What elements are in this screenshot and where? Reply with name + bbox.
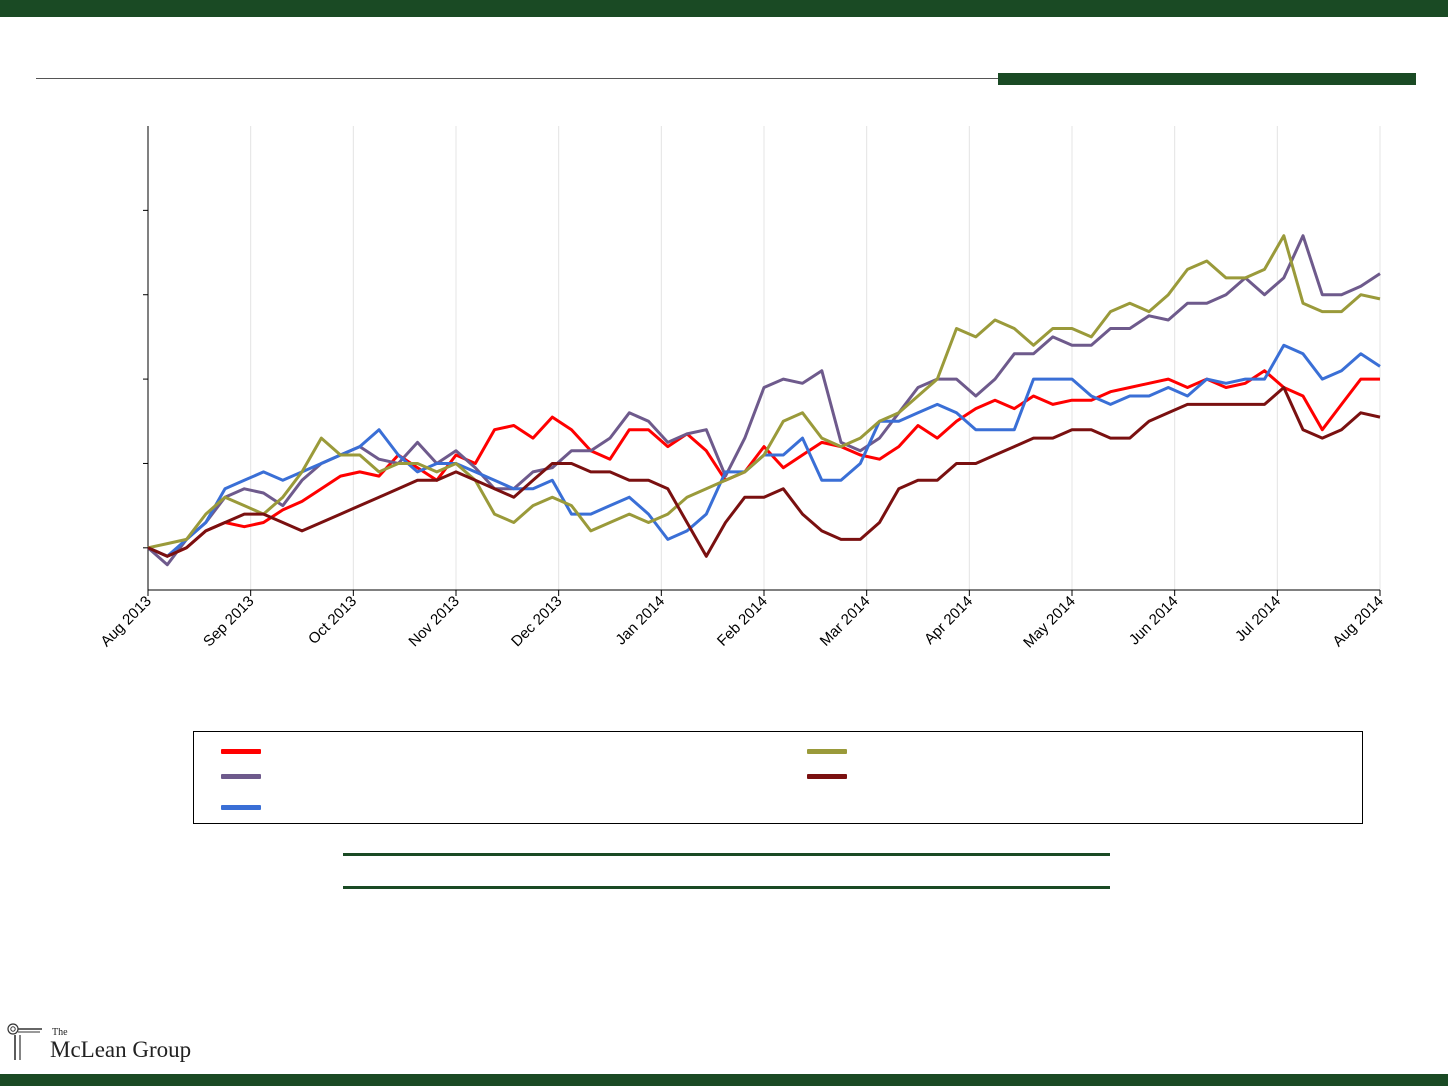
- x-tick-label: Jun 2014: [1126, 593, 1182, 649]
- legend-swatch-5: [807, 774, 847, 779]
- chart-legend: [193, 731, 1363, 824]
- legend-swatch-2: [221, 774, 261, 779]
- x-tick-label: Nov 2013: [405, 593, 462, 650]
- x-tick-label: May 2014: [1020, 593, 1079, 652]
- series-line-4: [147, 234, 1381, 550]
- x-tick-label: Dec 2013: [508, 593, 565, 650]
- chart-axes: [143, 126, 1381, 596]
- chart-x-tick-labels: Aug 2013 Sep 2013 Oct 2013 Nov 2013 Dec 2013…: [97, 593, 1386, 652]
- x-tick-label: Aug 2013: [97, 593, 154, 650]
- note-rule-bottom: [343, 886, 1110, 889]
- title-accent-bar: [998, 73, 1416, 85]
- x-tick-label: Mar 2014: [817, 593, 874, 650]
- note-rule-top: [343, 853, 1110, 856]
- x-tick-label: Apr 2014: [921, 593, 976, 648]
- logo-the-text: The: [52, 1027, 68, 1038]
- legend-swatch-1: [221, 749, 261, 754]
- series-line-1: [147, 369, 1380, 558]
- legend-swatch-3: [221, 805, 261, 810]
- top-banner-bar: [0, 0, 1448, 17]
- column-scroll-icon: [7, 1023, 42, 1060]
- chart-gridlines: [250, 126, 1381, 590]
- line-chart: Aug 2013 Sep 2013 Oct 2013 Nov 2013 Dec 2013…: [97, 126, 1387, 652]
- x-tick-label: Oct 2013: [305, 593, 360, 648]
- x-tick-label: Feb 2014: [714, 593, 771, 650]
- title-rule: [36, 78, 998, 79]
- bottom-banner-bar: [0, 1074, 1448, 1086]
- chart-series: [147, 234, 1381, 567]
- legend-swatch-4: [807, 749, 847, 754]
- company-logo: The McLean Group: [4, 1018, 234, 1068]
- x-tick-label: Jul 2014: [1232, 593, 1284, 645]
- x-tick-label: Aug 2014: [1329, 593, 1386, 650]
- logo-company-name: McLean Group: [50, 1037, 192, 1062]
- series-line-5: [147, 386, 1381, 558]
- x-tick-label: Sep 2013: [200, 593, 257, 650]
- x-tick-label: Jan 2014: [612, 593, 668, 649]
